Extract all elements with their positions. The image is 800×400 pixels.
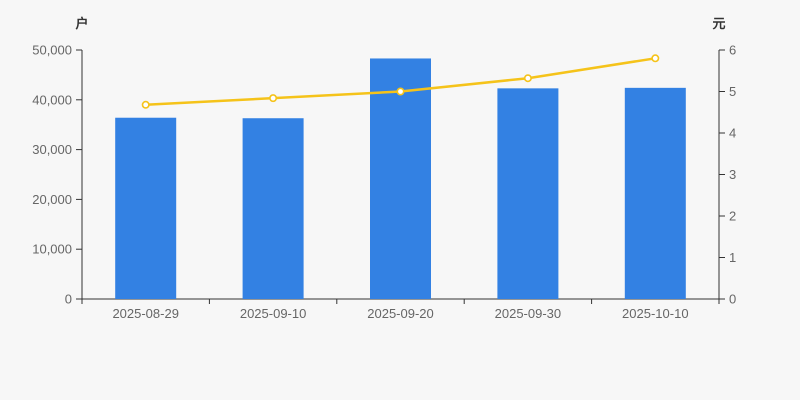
- line-point-2025-09-10[interactable]: [269, 94, 278, 103]
- left-axis-tick-label: 0: [65, 292, 72, 307]
- bar-2025-10-10[interactable]: [624, 87, 686, 300]
- right-axis-tick-label: 1: [729, 250, 736, 265]
- x-axis-category-label: 2025-09-20: [367, 306, 434, 321]
- x-axis-category-label: 2025-08-29: [112, 306, 179, 321]
- right-axis-tick-label: 6: [729, 43, 736, 58]
- left-axis-tick-label: 30,000: [32, 142, 72, 157]
- line-point-2025-08-29[interactable]: [141, 100, 150, 109]
- bar-2025-09-30[interactable]: [497, 88, 559, 299]
- right-axis-tick-label: 0: [729, 292, 736, 307]
- left-axis-tick-label: 50,000: [32, 43, 72, 58]
- line-point-2025-09-20[interactable]: [396, 87, 405, 96]
- right-axis-tick-label: 4: [729, 126, 736, 141]
- x-axis-category-label: 2025-09-30: [495, 306, 562, 321]
- left-axis-tick-label: 20,000: [32, 192, 72, 207]
- left-axis-unit-label: 户: [75, 16, 89, 31]
- right-axis-unit-label: 元: [712, 16, 726, 31]
- bar-2025-09-10[interactable]: [242, 118, 304, 299]
- x-axis-category-label: 2025-10-10: [622, 306, 689, 321]
- bar-2025-09-20[interactable]: [370, 58, 431, 299]
- right-axis-tick-label: 5: [729, 84, 736, 99]
- right-axis-tick-label: 3: [729, 167, 736, 182]
- right-axis-tick-label: 2: [729, 209, 736, 224]
- bar-2025-08-29[interactable]: [115, 117, 177, 299]
- left-axis-tick-label: 10,000: [32, 242, 72, 257]
- x-axis-category-label: 2025-09-10: [240, 306, 307, 321]
- line-point-2025-10-10[interactable]: [651, 54, 660, 63]
- left-axis-tick-label: 40,000: [32, 92, 72, 107]
- line-point-2025-09-30[interactable]: [523, 74, 532, 83]
